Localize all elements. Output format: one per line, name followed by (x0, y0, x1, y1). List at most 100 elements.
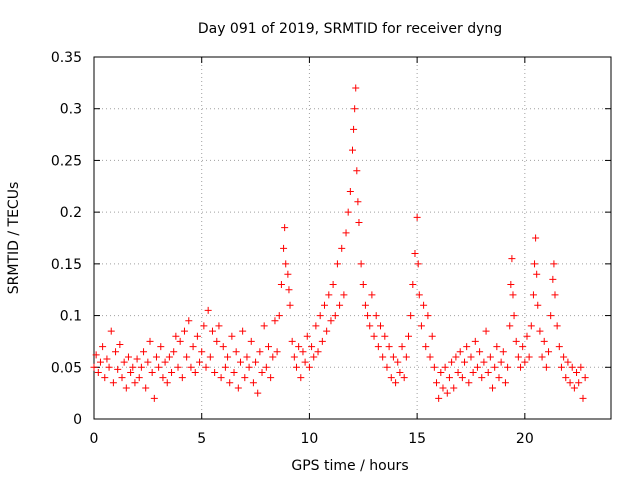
data-point (398, 343, 406, 351)
data-point (501, 379, 509, 387)
data-point (206, 353, 214, 361)
data-point (142, 384, 150, 392)
data-point (581, 374, 589, 382)
grid-lines (94, 57, 611, 419)
data-point (295, 343, 303, 351)
data-point (211, 368, 219, 376)
data-point (286, 301, 294, 309)
x-tick-label: 10 (301, 431, 319, 447)
data-point (372, 312, 380, 320)
data-point (202, 363, 210, 371)
data-point (254, 389, 262, 397)
data-point (208, 327, 216, 335)
data-point (185, 317, 193, 325)
data-point (521, 358, 529, 366)
data-point (219, 343, 227, 351)
data-point (499, 348, 507, 356)
y-tick-label: 0.35 (51, 50, 82, 66)
data-point (441, 363, 449, 371)
x-tick-label: 0 (90, 431, 99, 447)
data-point (533, 270, 541, 278)
data-point (204, 306, 212, 314)
data-point (191, 368, 199, 376)
data-point (568, 363, 576, 371)
data-point (301, 358, 309, 366)
data-point (575, 379, 583, 387)
data-point (504, 363, 512, 371)
data-point (542, 363, 550, 371)
data-point (333, 260, 341, 268)
data-point (430, 363, 438, 371)
data-point (560, 353, 568, 361)
y-tick-label: 0.3 (60, 102, 82, 118)
data-point (577, 363, 585, 371)
data-point (407, 312, 415, 320)
data-point (368, 291, 376, 299)
y-tick-label: 0.15 (51, 257, 82, 273)
data-point (226, 379, 234, 387)
data-point (159, 374, 167, 382)
data-points (90, 84, 589, 402)
data-point (387, 374, 395, 382)
data-point (114, 365, 122, 373)
data-point (133, 355, 141, 363)
data-point (507, 281, 515, 289)
data-point (217, 374, 225, 382)
data-point (413, 213, 421, 221)
data-point (509, 291, 517, 299)
data-point (236, 358, 244, 366)
data-point (389, 353, 397, 361)
data-point (90, 363, 98, 371)
data-point (422, 343, 430, 351)
data-point (573, 368, 581, 376)
data-point (303, 332, 311, 340)
data-point (396, 368, 404, 376)
data-point (183, 353, 191, 361)
data-point (144, 358, 152, 366)
data-point (249, 379, 257, 387)
data-point (277, 281, 285, 289)
data-point (550, 260, 558, 268)
data-point (445, 374, 453, 382)
data-point (364, 312, 372, 320)
data-point (370, 332, 378, 340)
data-point (314, 348, 322, 356)
data-point (411, 250, 419, 258)
data-point (435, 394, 443, 402)
data-point (148, 368, 156, 376)
data-point (439, 384, 447, 392)
data-point (288, 337, 296, 345)
data-point (538, 353, 546, 361)
data-point (512, 337, 520, 345)
chart-title: Day 091 of 2019, SRMTID for receiver dyn… (198, 21, 502, 37)
data-point (570, 384, 578, 392)
data-point (320, 301, 328, 309)
data-point (353, 167, 361, 175)
data-point (400, 374, 408, 382)
x-axis-label: GPS time / hours (291, 458, 408, 474)
data-point (155, 363, 163, 371)
data-point (536, 327, 544, 335)
data-point (305, 363, 313, 371)
data-point (467, 353, 475, 361)
data-point (252, 358, 260, 366)
data-point (465, 379, 473, 387)
data-point (519, 343, 527, 351)
data-point (417, 322, 425, 330)
data-point (299, 348, 307, 356)
data-point (355, 218, 363, 226)
data-point (352, 84, 360, 92)
data-point (215, 322, 223, 330)
data-point (392, 379, 400, 387)
data-point (437, 368, 445, 376)
data-point (529, 291, 537, 299)
data-point (292, 363, 300, 371)
data-point (549, 275, 557, 283)
data-point (310, 353, 318, 361)
data-point (424, 312, 432, 320)
data-point (428, 332, 436, 340)
data-point (127, 368, 135, 376)
x-tick-label: 20 (516, 431, 534, 447)
data-point (241, 374, 249, 382)
